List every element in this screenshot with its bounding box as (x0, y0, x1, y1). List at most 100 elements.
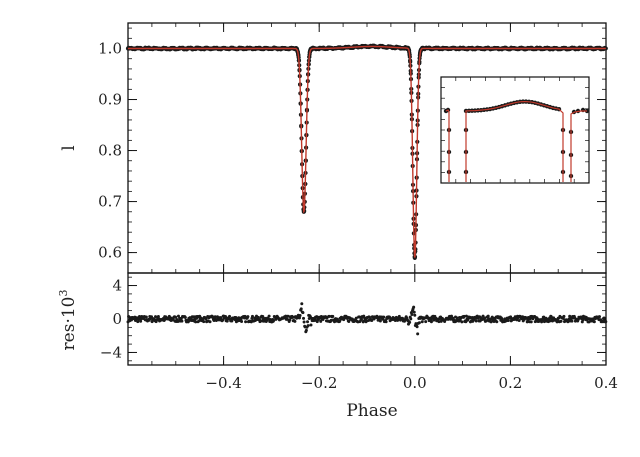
residual-point (204, 317, 208, 321)
residual-point (302, 320, 306, 324)
residual-point (300, 302, 304, 306)
residual-point (592, 320, 596, 324)
residual-point (261, 315, 265, 319)
x-tick-label: −0.2 (301, 374, 337, 392)
residual-point (378, 319, 382, 323)
residual-point (136, 320, 140, 324)
residual-point (246, 315, 250, 319)
residual-point (244, 320, 248, 324)
residual-point (359, 318, 363, 322)
residual-point (474, 319, 478, 323)
residual-point (429, 320, 433, 324)
residual-point (490, 315, 494, 319)
x-tick-label: 0.0 (403, 374, 427, 392)
residual-point (597, 315, 601, 319)
residual-point (416, 332, 420, 336)
residual-point (250, 314, 254, 318)
residual-point (481, 314, 485, 318)
residual-point (306, 324, 310, 328)
residual-point (354, 316, 358, 320)
residual-point (548, 319, 552, 323)
y-tick-label-main: 0.9 (98, 91, 122, 109)
residual-point (570, 319, 574, 323)
residual-point (263, 316, 267, 320)
residual-point (208, 320, 212, 324)
residual-point (192, 315, 196, 319)
residual-point (412, 305, 416, 309)
inset-model-curve (445, 101, 587, 182)
residual-point (139, 319, 143, 323)
residual-point (298, 316, 302, 320)
residual-point (542, 320, 546, 324)
residual-point (541, 317, 545, 321)
y-tick-label-main: 0.7 (98, 193, 122, 211)
residual-point (464, 314, 468, 318)
residual-point (413, 313, 417, 317)
residual-point (420, 320, 424, 324)
residual-point (412, 310, 416, 314)
y-axis-title-flux: l (59, 145, 79, 150)
residual-point (202, 320, 206, 324)
residual-point (470, 316, 474, 320)
residual-point (495, 320, 499, 324)
residual-points (126, 302, 608, 336)
x-tick-label: −0.4 (205, 374, 241, 392)
residual-point (309, 323, 313, 327)
y-tick-label-res: 0 (112, 310, 122, 328)
residual-point (319, 319, 323, 323)
model-curve (128, 45, 606, 258)
residual-point (183, 315, 187, 319)
residual-point (213, 315, 217, 319)
residual-point (424, 320, 428, 324)
residual-point (506, 318, 510, 322)
residual-point (331, 314, 335, 318)
residuals-panel: 4 0 −4 −0.4 −0.2 0.0 0.2 0.4 (100, 272, 618, 392)
residual-point (604, 320, 608, 324)
residual-point (370, 318, 374, 322)
y-axis-title-residuals: res·103 (57, 290, 79, 351)
residual-point (587, 320, 591, 324)
light-curve-panel: 1.0 0.9 0.8 0.7 0.6 (98, 22, 608, 274)
residual-point (540, 320, 544, 324)
residual-point (521, 315, 525, 319)
residual-point (602, 316, 606, 320)
residual-point (301, 311, 305, 315)
residual-point (286, 314, 290, 318)
residual-point (312, 319, 316, 323)
residual-point (304, 328, 308, 332)
residual-point (197, 319, 201, 323)
residual-point (267, 314, 271, 318)
residual-point (489, 320, 493, 324)
residual-point (272, 319, 276, 323)
residual-point (199, 316, 203, 320)
residual-point (382, 315, 386, 319)
y-tick-label-res: 4 (112, 277, 122, 295)
residual-point (327, 314, 331, 318)
residual-point (293, 319, 297, 323)
residual-point (156, 315, 160, 319)
y-tick-label-res: −4 (100, 343, 122, 361)
residual-point (228, 314, 232, 318)
residual-point (568, 314, 572, 318)
y-tick-label-main: 1.0 (98, 40, 122, 58)
residual-point (302, 316, 306, 320)
residual-point (180, 319, 184, 323)
x-tick-label: 0.2 (498, 374, 522, 392)
residual-point (415, 325, 419, 329)
y-tick-label-main: 0.6 (98, 244, 122, 262)
x-tick-label: 0.4 (594, 374, 618, 392)
residual-point (298, 314, 302, 318)
residual-point (562, 314, 566, 318)
residual-point (240, 319, 244, 323)
residual-point (347, 320, 351, 324)
y-tick-label-main: 0.8 (98, 142, 122, 160)
residual-point (462, 314, 466, 318)
residual-point (384, 320, 388, 324)
residual-point (194, 320, 198, 324)
residual-point (455, 316, 459, 320)
residual-point (559, 319, 563, 323)
residual-point (154, 315, 158, 319)
residual-point (408, 320, 412, 324)
residual-point (274, 317, 278, 321)
residual-point (486, 314, 490, 318)
